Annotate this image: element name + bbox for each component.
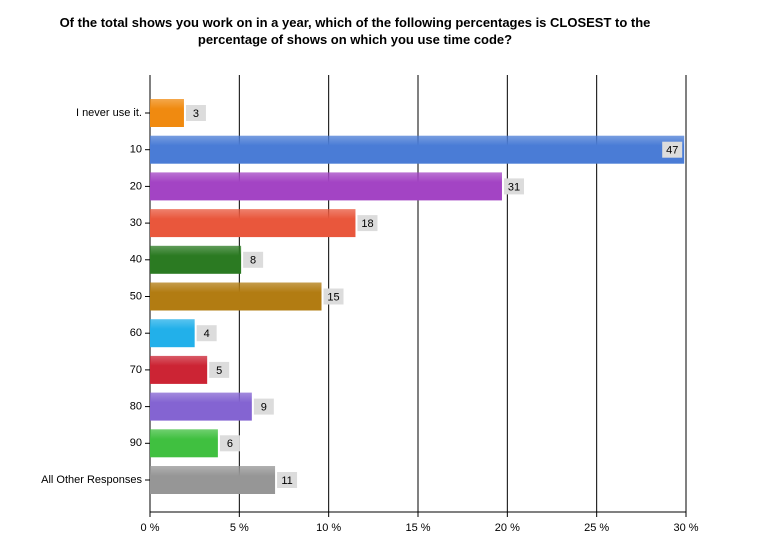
bar xyxy=(150,209,356,238)
value-label: 3 xyxy=(193,108,199,120)
y-tick-label: All Other Responses xyxy=(41,474,142,486)
y-tick-label: 50 xyxy=(130,290,142,302)
bar xyxy=(150,392,252,421)
value-label: 31 xyxy=(508,181,520,193)
bar xyxy=(150,135,685,164)
value-label-box xyxy=(323,288,344,305)
bar xyxy=(150,99,184,127)
x-tick-label: 30 % xyxy=(673,522,698,534)
value-label: 5 xyxy=(216,365,222,377)
value-label-box xyxy=(185,105,206,121)
y-tick-label: 80 xyxy=(130,401,142,413)
value-label: 6 xyxy=(227,438,233,450)
bar xyxy=(150,282,322,311)
bar xyxy=(150,319,195,348)
value-label-box xyxy=(357,215,378,232)
value-label-box xyxy=(253,398,274,415)
x-tick-label: 10 % xyxy=(316,522,341,534)
x-tick-label: 20 % xyxy=(495,522,520,534)
value-label-box xyxy=(503,178,524,195)
value-label: 9 xyxy=(261,402,267,414)
x-tick-label: 25 % xyxy=(584,522,609,534)
bar xyxy=(150,355,208,384)
chart-title: Of the total shows you work on in a year… xyxy=(59,15,651,47)
y-tick-label: 20 xyxy=(130,180,142,192)
y-tick-label: 90 xyxy=(130,437,142,449)
x-tick-label: 15 % xyxy=(405,522,430,534)
bar xyxy=(150,466,276,494)
y-tick-label: I never use it. xyxy=(76,107,142,119)
y-tick-label: 40 xyxy=(130,254,142,266)
y-tick-label: 70 xyxy=(130,364,142,376)
y-tick-label: 60 xyxy=(130,327,142,339)
y-tick-label: 30 xyxy=(130,217,142,229)
value-label-box xyxy=(243,251,264,268)
value-label: 18 xyxy=(361,218,373,230)
value-label: 4 xyxy=(204,328,210,340)
value-label-box xyxy=(209,361,230,378)
value-label-box xyxy=(662,141,683,158)
value-label-box xyxy=(219,435,240,452)
bar xyxy=(150,429,218,458)
value-label-box xyxy=(277,472,298,488)
bar xyxy=(150,245,242,274)
value-label: 15 xyxy=(327,291,339,303)
x-tick-label: 0 % xyxy=(141,522,160,534)
y-tick-label: 10 xyxy=(130,144,142,156)
value-label: 8 xyxy=(250,255,256,267)
value-label-box xyxy=(196,325,217,342)
value-label: 11 xyxy=(281,475,292,487)
value-label: 47 xyxy=(666,145,678,157)
bar xyxy=(150,172,502,201)
x-tick-label: 5 % xyxy=(230,522,249,534)
